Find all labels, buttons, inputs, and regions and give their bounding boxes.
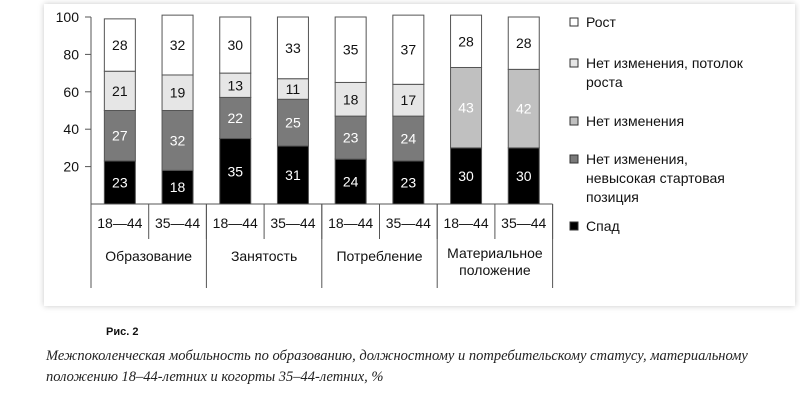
bar-value-label: 35 [227,163,243,179]
x-group-label: Образование [105,248,192,264]
legend-label: роста [586,74,623,90]
legend-label: Спад [586,218,620,234]
bar-segment [219,138,252,205]
legend-label: Рост [586,14,617,30]
legend-label: Нет изменения [586,113,684,129]
bar-value-label: 35 [343,42,359,58]
x-group-label: Занятость [231,248,297,264]
bar-value-label: 13 [227,77,243,93]
figure-caption: Межпоколенческая мобильность по образова… [46,348,748,385]
bar-segment [392,160,425,205]
bar-segment [334,158,367,205]
bar-value-label: 30 [458,168,474,184]
bar-value-label: 23 [401,174,417,190]
legend-label: невысокая стартовая [586,170,725,186]
bar-segment [392,14,425,85]
bar-segment [450,147,483,205]
x-category-label: 35—44 [270,215,315,231]
x-category-label: 18—44 [213,215,258,231]
bar-value-label: 27 [112,128,128,144]
bar-value-label: 22 [227,110,243,126]
x-category-label: 18—44 [328,215,373,231]
x-group-label: Материальное [447,245,543,261]
bar-value-label: 30 [516,168,532,184]
bar-value-label: 19 [170,85,186,101]
bar-segment [334,16,367,83]
bar-value-label: 24 [343,174,359,190]
bar-segment [334,115,367,160]
bar-value-label: 28 [112,37,128,53]
bar-value-label: 23 [343,130,359,146]
bar-value-label: 18 [343,91,359,107]
bar-value-label: 24 [401,131,417,147]
bar-segment [161,110,194,171]
stacked-bar-chart: 20 40 60 80 100 18—44 35—44 Образование 18—44 35—… [56,9,744,288]
bar-value-label: 30 [227,37,243,53]
legend-swatch [569,154,579,164]
bar-value-label: 28 [458,33,474,49]
y-tick-label: 20 [63,159,79,175]
bar-value-label: 11 [286,81,301,97]
bar-segment [392,83,425,117]
y-tick-label: 40 [63,121,79,137]
bar-value-label: 25 [285,115,301,131]
bar-segment [507,68,540,149]
legend-swatch [569,221,579,231]
legend-label: Нет изменения, потолок [586,55,744,71]
bar-segment [161,74,194,111]
y-tick-label: 80 [63,46,79,62]
bar-value-label: 37 [401,42,417,58]
bar-value-label: 28 [516,35,532,51]
bar-segment [276,98,309,147]
y-tick-label: 60 [63,84,79,100]
bar-segment [219,16,252,74]
bar-value-label: 43 [458,100,474,116]
bar-segment [103,110,136,162]
bar-value-label: 21 [112,83,128,99]
legend-swatch [569,58,579,68]
legend-label: позиция [586,189,639,205]
bar-value-label: 31 [285,167,301,183]
x-category-label: 35—44 [155,215,200,231]
bar-value-label: 18 [170,179,186,195]
bar-value-label: 42 [516,101,532,117]
x-category-label: 18—44 [443,215,488,231]
legend-swatch [569,17,579,27]
x-category-label: 35—44 [386,215,431,231]
bar-segment [161,14,194,76]
bar-segment [450,14,483,68]
y-tick-label: 100 [56,9,80,25]
x-group-label: Потребление [336,248,422,264]
bar-value-label: 17 [401,92,417,108]
bar-value-label: 32 [170,132,186,148]
bar-segment [219,96,252,140]
x-group-label: положение [459,262,531,278]
figure-label: Рис. 2 [106,326,139,338]
x-category-label: 18—44 [97,215,142,231]
legend-label: Нет изменения, [586,151,688,167]
bar-value-label: 33 [285,40,301,56]
legend-swatch [569,116,579,126]
bar-segment [103,18,136,72]
chart-frame: 20 40 60 80 100 18—44 35—44 Образование 18—44 35—… [44,4,795,306]
bar-segment [161,169,194,205]
bar-value-label: 23 [112,174,128,190]
bar-value-label: 32 [170,37,186,53]
x-category-label: 35—44 [501,215,546,231]
bar-segment [276,16,309,80]
bar-segment [507,16,540,70]
bar-segment [450,66,483,149]
